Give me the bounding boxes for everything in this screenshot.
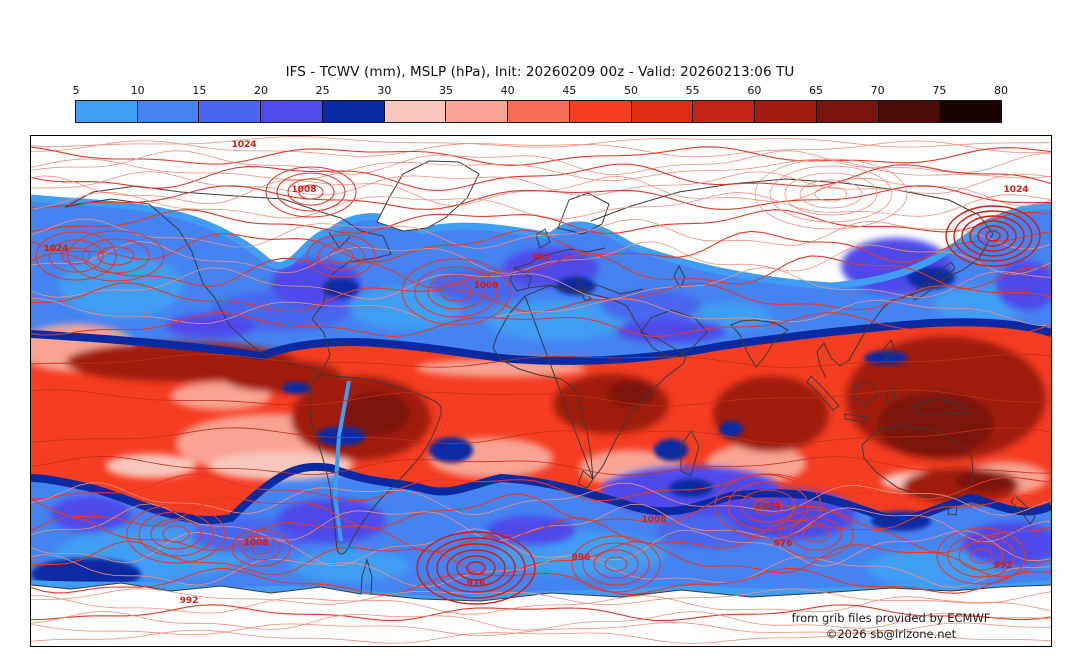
colorbar-segment: [322, 101, 385, 122]
colorbar-tick: 15: [192, 84, 207, 97]
contour-label: 1008: [291, 185, 316, 195]
colorbar-tick: 60: [747, 84, 762, 97]
colorbar-segment: [76, 101, 138, 122]
colorbar-tick: 30: [377, 84, 392, 97]
colorbar-tick: 80: [994, 84, 1008, 97]
contour-label: 1024: [1003, 185, 1028, 195]
colorbar-segment: [631, 101, 694, 122]
colorbar-segment: [261, 101, 323, 122]
colorbar-tick: 70: [870, 84, 885, 97]
contour-label: 976: [774, 539, 793, 549]
world-map: 1024 1008 1024 992 1008 1024 1008 976 996 992 992 1…: [30, 135, 1052, 647]
tcwv-field: [31, 194, 1051, 646]
mslp-contour-labels: 1024 1008 1024 992 1008 1024 1008 976 996 992 992 1…: [43, 140, 1028, 606]
colorbar-segment: [940, 101, 1002, 122]
contour-label: 976: [467, 579, 486, 589]
attribution-copyright: ©2026 sb@irizone.net: [826, 627, 957, 641]
colorbar-segment: [755, 101, 817, 122]
colorbar-tick: 40: [500, 84, 515, 97]
colorbar-tick: 35: [439, 84, 453, 97]
contour-label: 1008: [243, 538, 268, 548]
contour-label: 1008: [473, 281, 498, 291]
colorbar: [75, 100, 1002, 123]
contour-label: 992: [532, 253, 551, 263]
colorbar-segment: [693, 101, 756, 122]
colorbar-segment: [508, 101, 570, 122]
chart-title: IFS - TCWV (mm), MSLP (hPa), Init: 20260…: [285, 64, 795, 80]
mslp-contours: [31, 136, 1051, 644]
contour-label: 992: [994, 561, 1013, 571]
colorbar-segment: [816, 101, 879, 122]
contour-label: 996: [572, 553, 591, 563]
colorbar-segment: [569, 101, 632, 122]
contour-label: 1024: [755, 502, 780, 512]
colorbar-tick: 25: [315, 84, 330, 97]
contour-label: 992: [180, 596, 199, 606]
contour-label: 1024: [43, 244, 68, 254]
colorbar-segment: [137, 101, 200, 122]
colorbar-tick: 55: [685, 84, 700, 97]
colorbar-segment: [446, 101, 509, 122]
colorbar-tick: 50: [624, 84, 638, 97]
colorbar-segment: [199, 101, 262, 122]
pressure-center-contours: [35, 158, 1041, 605]
colorbar-tick-labels: 5 10 15 20 25 30 35 40 45 50 55 60 65 70 75 80: [72, 84, 1009, 97]
colorbar-tick: 45: [562, 84, 577, 97]
colorbar-tick: 65: [809, 84, 823, 97]
colorbar-tick: 10: [130, 84, 145, 97]
colorbar-tick: 20: [254, 84, 268, 97]
contour-label: 1024: [231, 140, 256, 150]
colorbar-segment: [384, 101, 447, 122]
attribution-source: from grib files provided by ECMWF: [792, 611, 991, 625]
contour-label: 1008: [641, 515, 666, 525]
colorbar-tick: 5: [72, 84, 80, 97]
colorbar-segment: [878, 101, 941, 122]
colorbar-tick: 75: [932, 84, 947, 97]
